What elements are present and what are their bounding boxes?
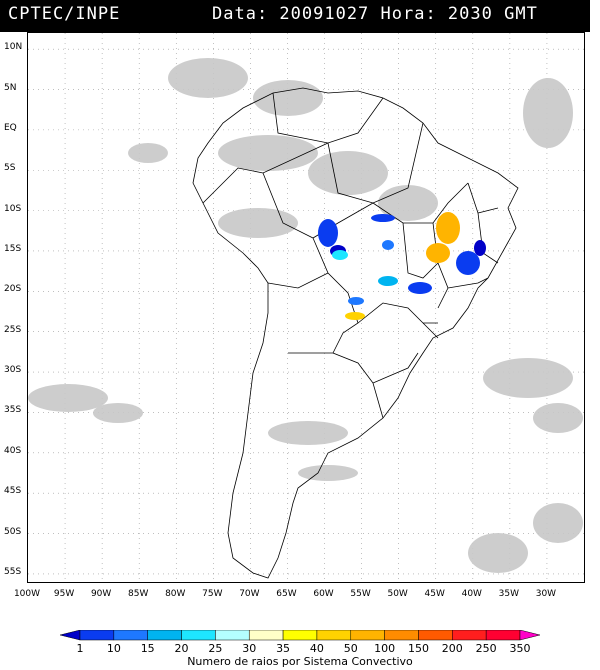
colorbar-segment	[181, 630, 216, 641]
longitude-label: 75W	[202, 589, 223, 599]
latitude-label: 35S	[4, 405, 22, 416]
longitude-label: 85W	[128, 589, 149, 599]
colorbar-tick-label: 15	[140, 642, 155, 655]
datetime-label: Data: 20091027 Hora: 2030 GMT	[212, 4, 538, 24]
land-borders	[192, 87, 519, 579]
latitude-label: 30S	[4, 365, 22, 376]
lightning-map	[27, 32, 585, 583]
latitude-label: 10N	[4, 42, 23, 53]
colorbar-segment	[147, 630, 182, 641]
agency-label: CPTEC/INPE	[8, 4, 121, 24]
latitude-label: 45S	[4, 486, 22, 497]
colorbar-segment	[316, 630, 352, 641]
cloud-cover	[28, 58, 583, 573]
map-header: CPTEC/INPE Data: 20091027 Hora: 2030 GMT	[0, 0, 590, 32]
latitude-label: 55S	[4, 566, 22, 577]
longitude-label: 70W	[239, 589, 260, 599]
longitude-label: 55W	[350, 589, 371, 599]
colorbar-segment	[282, 630, 318, 641]
latitude-label: 10S	[4, 203, 22, 214]
colorbar-tick-label: 100	[374, 642, 396, 655]
colorbar-segment	[418, 630, 453, 641]
colorbar-segment	[452, 630, 487, 641]
colorbar-arrow-left	[59, 630, 81, 641]
latitude-label: 15S	[4, 243, 22, 254]
longitude-label: 30W	[535, 589, 557, 599]
longitude-label: 65W	[276, 589, 297, 599]
colorbar-tick-label: 50	[343, 642, 358, 655]
colorbar-tick-label: 40	[309, 642, 324, 655]
ocean-background	[28, 33, 584, 582]
colorbar-tick-label: 1	[76, 642, 84, 655]
lightning-cells	[318, 212, 486, 320]
colorbar-segment	[485, 630, 521, 641]
colorbar-segment	[113, 630, 148, 641]
colorbar-tick-label: 20	[174, 642, 189, 655]
colorbar-segment	[215, 630, 250, 641]
latitude-label: 25S	[4, 324, 22, 335]
latitude-label: 50S	[4, 526, 22, 537]
map-canvas	[28, 33, 584, 582]
colorbar-tick-label: 10	[106, 642, 121, 655]
colorbar-arrow-right	[519, 630, 541, 641]
longitude-label: 60W	[313, 589, 334, 599]
south-america-coastline	[192, 87, 519, 579]
colorbar-segment	[248, 630, 284, 641]
colorbar-tick-label: 25	[208, 642, 223, 655]
longitude-label: 100W	[13, 589, 41, 599]
longitude-label: 95W	[53, 589, 75, 599]
colorbar-tick-label: 35	[276, 642, 291, 655]
colorbar-caption: Numero de raios por Sistema Convectivo	[187, 655, 413, 668]
latitude-label: 5S	[4, 163, 16, 174]
longitude-label: 80W	[165, 589, 186, 599]
latitude-label: EQ	[4, 122, 17, 133]
longitude-label: 40W	[461, 589, 482, 599]
colorbar-segment	[384, 630, 419, 641]
longitude-label: 45W	[424, 589, 445, 599]
longitude-label: 90W	[90, 589, 112, 599]
longitude-label: 35W	[498, 589, 520, 599]
colorbar-tick-label: 30	[242, 642, 257, 655]
latitude-label: 5N	[4, 82, 17, 93]
colorbar-segment	[350, 630, 385, 641]
latitude-label: 40S	[4, 445, 22, 456]
colorbar-tick-label: 250	[475, 642, 497, 655]
colorbar-tick-label: 150	[407, 642, 429, 655]
colorbar-segment	[79, 630, 115, 641]
colorbar-tick-label: 350	[509, 642, 531, 655]
colorbar	[59, 630, 541, 641]
latitude-label: 20S	[4, 284, 22, 295]
brazil-state-borders	[372, 182, 499, 309]
longitude-label: 50W	[387, 589, 408, 599]
colorbar-tick-label: 200	[441, 642, 463, 655]
